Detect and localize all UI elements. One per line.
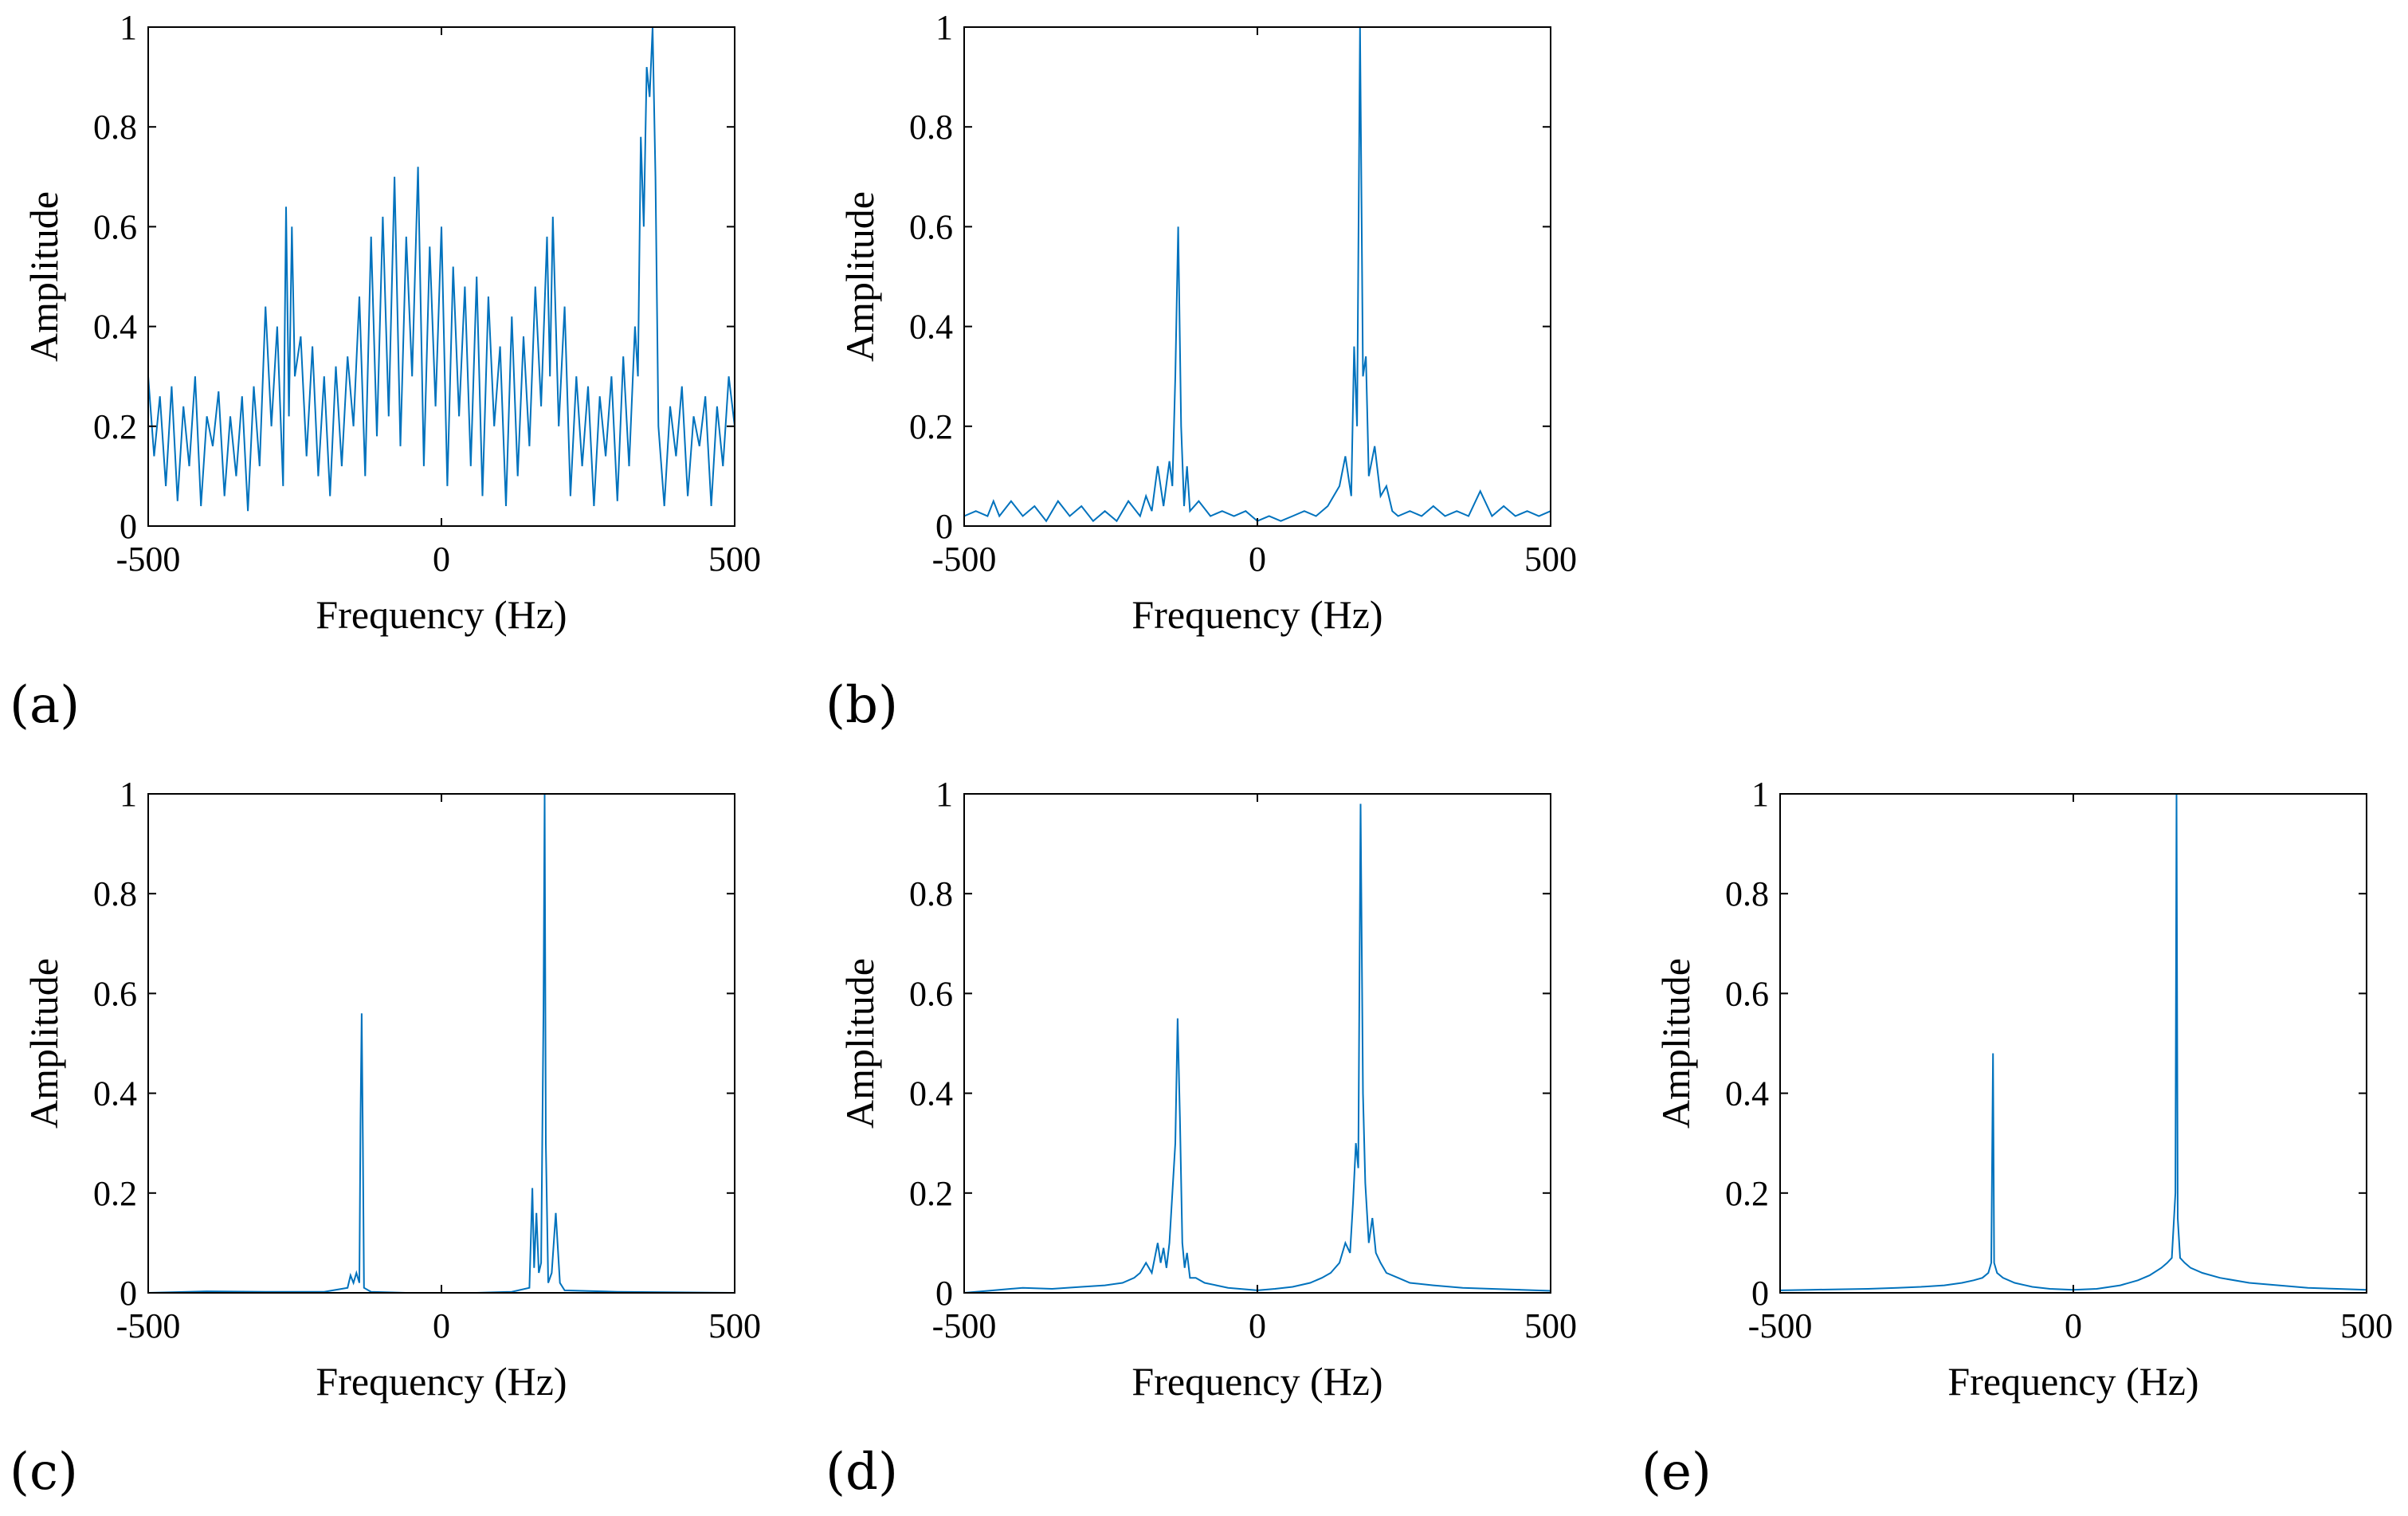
y-tick-label: 1 (935, 775, 953, 814)
x-tick-label: 500 (708, 1306, 761, 1345)
y-tick-label: 0 (120, 1274, 137, 1313)
axes-box-c (147, 793, 735, 1294)
y-tick-label: 0.4 (93, 1074, 137, 1113)
x-tick-label: 0 (1249, 540, 1266, 579)
y-tick-label: 0.2 (93, 1174, 137, 1213)
y-tick-label: 0.6 (909, 974, 953, 1013)
y-tick-label: 0.4 (909, 1074, 953, 1113)
panel-label-c: (c) (10, 1443, 78, 1502)
x-tick-label: -500 (116, 540, 181, 579)
panel-label-a: (a) (10, 676, 80, 735)
y-tick-label: 0.8 (93, 108, 137, 147)
y-axis-label: Amplitude (837, 191, 882, 362)
y-axis-label: Amplitude (22, 958, 66, 1129)
y-tick-label: 1 (120, 8, 137, 47)
x-tick-label: -500 (116, 1306, 181, 1345)
y-axis-label: Amplitude (837, 958, 882, 1129)
x-tick-label: 0 (2065, 1306, 2082, 1345)
y-axis-label: Amplitude (22, 191, 66, 362)
x-tick-label: 0 (433, 1306, 450, 1345)
y-tick-label: 0.4 (909, 308, 953, 347)
x-tick-label: 0 (433, 540, 450, 579)
axes-box-e (1779, 793, 2367, 1294)
x-tick-label: 500 (1524, 1306, 1577, 1345)
x-tick-label: -500 (932, 1306, 997, 1345)
y-tick-label: 0.4 (93, 308, 137, 347)
panel-label-e: (e) (1641, 1443, 1712, 1502)
series-line-a (147, 26, 735, 512)
x-tick-label: 500 (1524, 540, 1577, 579)
y-tick-label: 0.2 (93, 407, 137, 446)
y-tick-label: 1 (935, 8, 953, 47)
x-axis-label: Frequency (Hz) (1947, 1359, 2198, 1404)
panel-label-d: (d) (826, 1443, 898, 1502)
y-tick-label: 0.8 (909, 108, 953, 147)
series-line-c (147, 793, 735, 1294)
y-tick-label: 1 (1751, 775, 1769, 814)
y-tick-label: 0.6 (93, 207, 137, 246)
y-tick-label: 0.6 (1725, 974, 1769, 1013)
y-tick-label: 0.8 (1725, 874, 1769, 913)
y-tick-label: 1 (120, 775, 137, 814)
series-line-b (963, 26, 1551, 523)
x-tick-label: -500 (1748, 1306, 1813, 1345)
y-tick-label: 0.6 (93, 974, 137, 1013)
y-tick-label: 0.2 (909, 1174, 953, 1213)
x-tick-label: 500 (708, 540, 761, 579)
y-axis-label: Amplitude (1653, 958, 1698, 1129)
y-tick-label: 0.2 (1725, 1174, 1769, 1213)
x-axis-label: Frequency (Hz) (1131, 1359, 1382, 1404)
x-tick-label: 500 (2340, 1306, 2393, 1345)
x-axis-label: Frequency (Hz) (316, 1359, 567, 1404)
series-line-e (1779, 793, 2367, 1291)
y-tick-label: 0.6 (909, 207, 953, 246)
y-tick-label: 0 (935, 1274, 953, 1313)
x-tick-label: 0 (1249, 1306, 1266, 1345)
y-tick-label: 0.8 (93, 874, 137, 913)
y-tick-label: 0.2 (909, 407, 953, 446)
series-line-d (963, 803, 1551, 1294)
x-axis-label: Frequency (Hz) (1131, 592, 1382, 637)
y-tick-label: 0.4 (1725, 1074, 1769, 1113)
x-axis-label: Frequency (Hz) (316, 592, 567, 637)
axes-box-d (963, 793, 1551, 1294)
y-tick-label: 0 (1751, 1274, 1769, 1313)
y-tick-label: 0 (120, 507, 137, 546)
x-tick-label: -500 (932, 540, 997, 579)
y-tick-label: 0 (935, 507, 953, 546)
axes-box-b (963, 26, 1551, 527)
panel-label-b: (b) (826, 676, 898, 735)
y-tick-label: 0.8 (909, 874, 953, 913)
